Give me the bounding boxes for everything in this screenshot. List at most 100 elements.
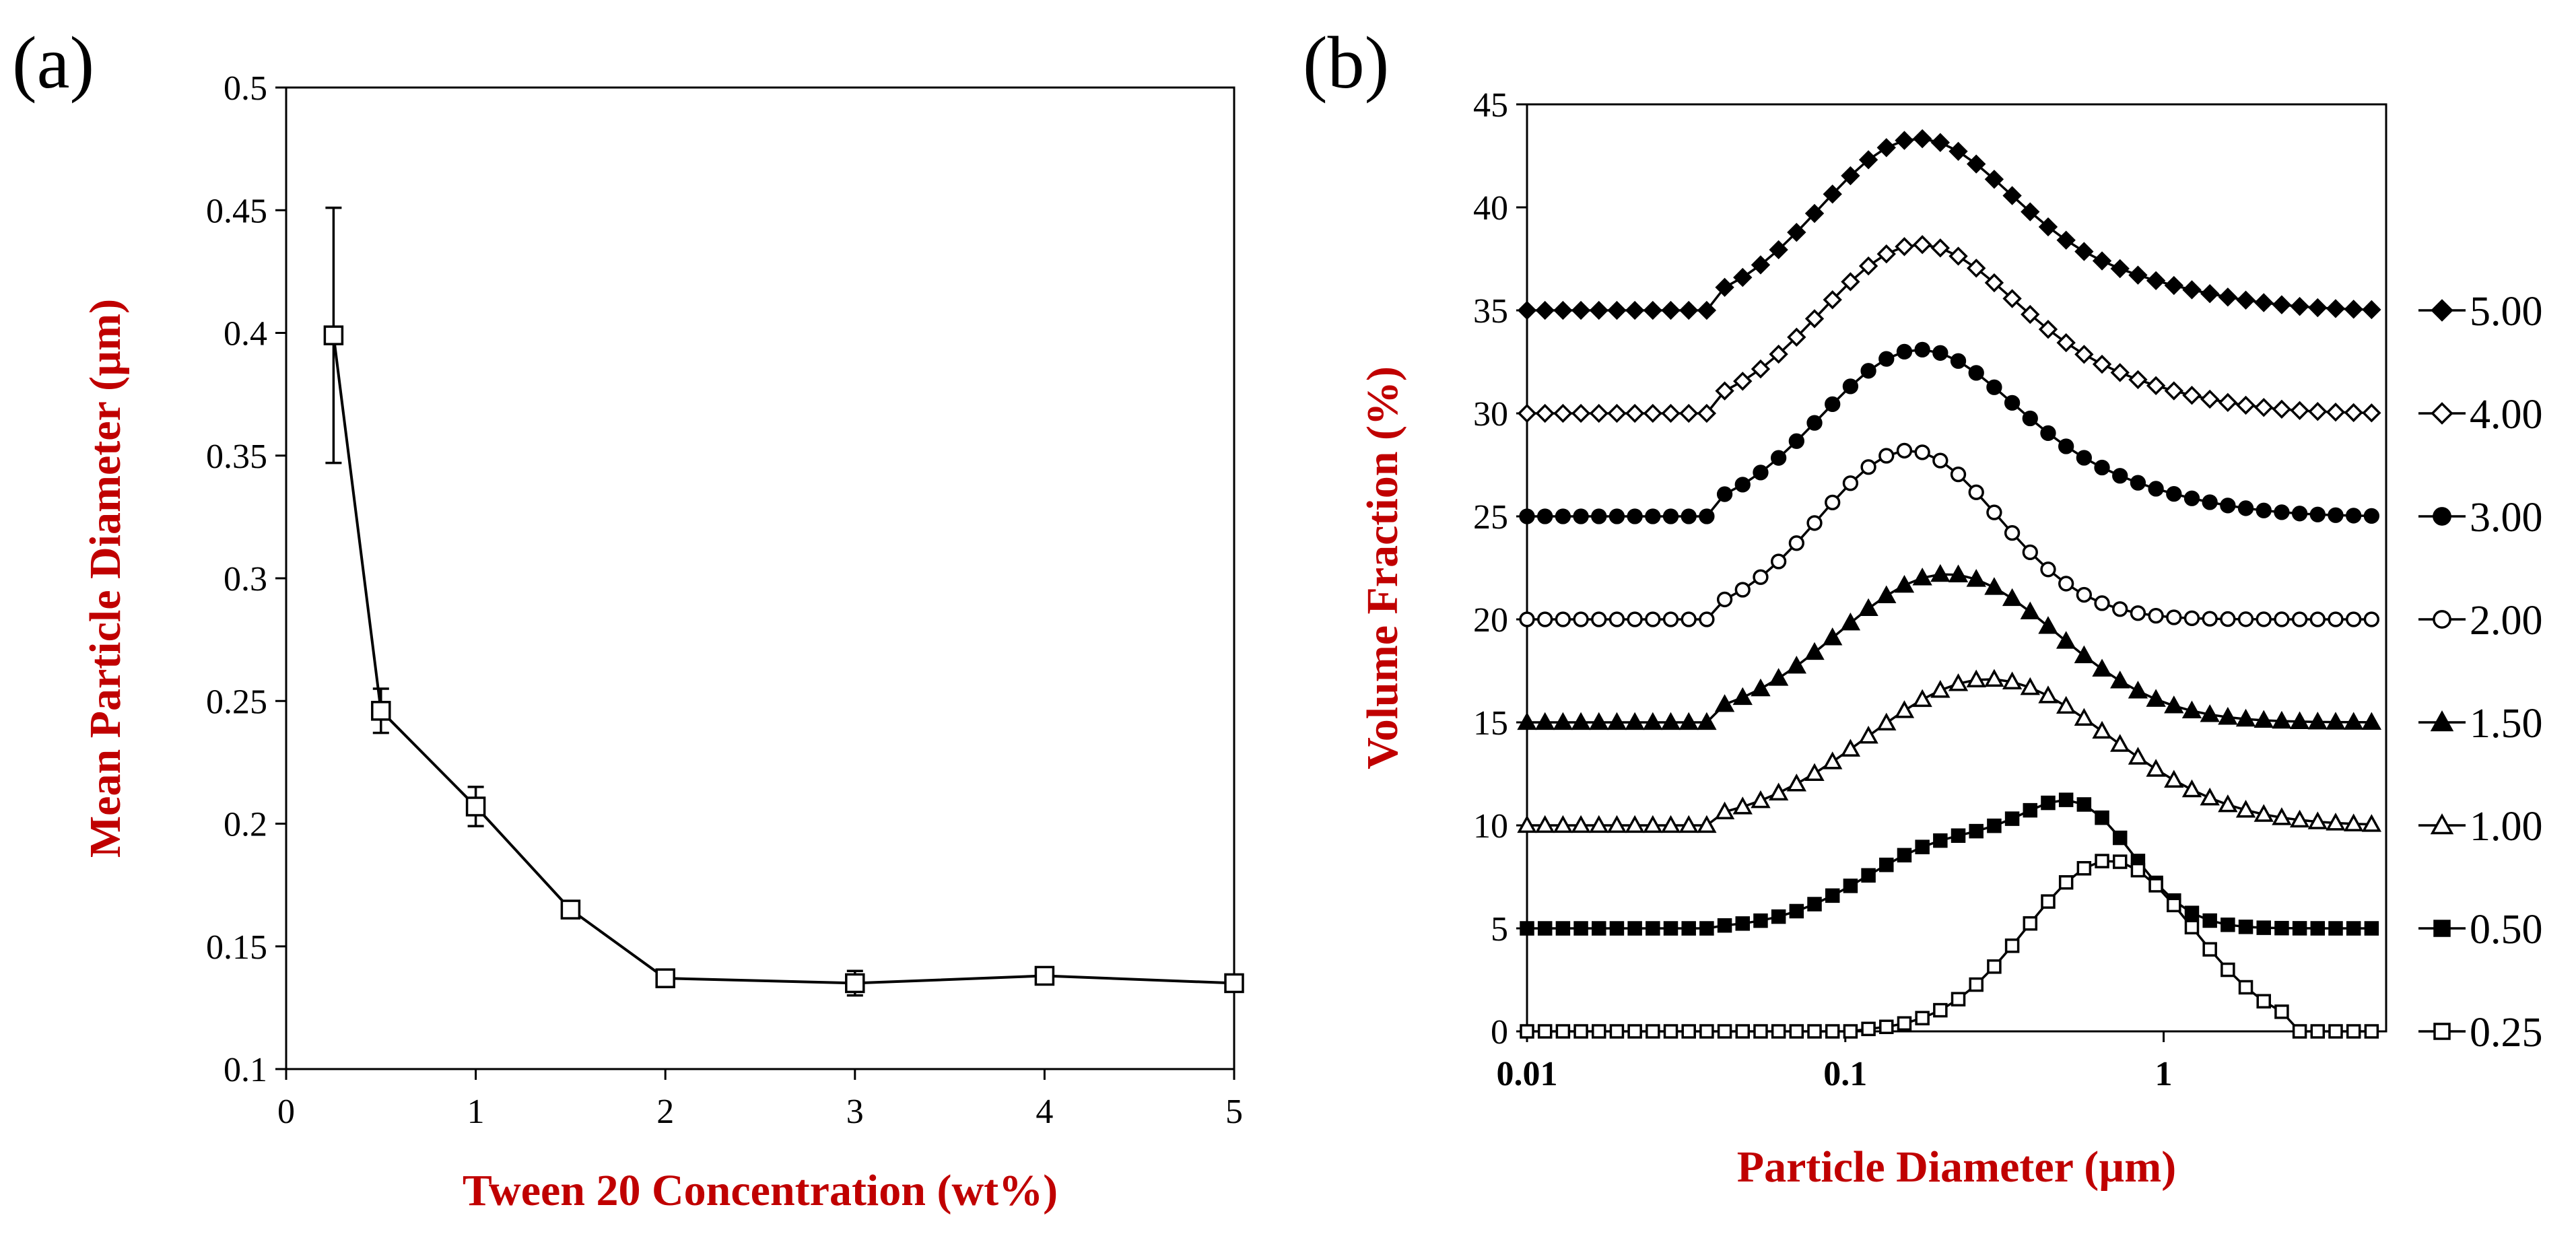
data-point xyxy=(1662,611,1679,627)
data-point xyxy=(2238,919,2253,934)
data-point xyxy=(371,701,391,721)
data-point xyxy=(2238,980,2253,995)
series-0-25 xyxy=(1520,854,2379,1039)
data-point xyxy=(1553,815,1573,833)
data-point xyxy=(1589,403,1608,423)
data-point xyxy=(1769,344,1788,364)
data-point xyxy=(1894,574,1915,593)
data-point xyxy=(1714,694,1735,712)
data-point xyxy=(2256,502,2272,518)
data-point xyxy=(2074,645,2095,664)
legend-item: 1.00 xyxy=(2418,804,2543,850)
data-point xyxy=(2326,813,2346,831)
data-point xyxy=(1825,396,1841,413)
data-point xyxy=(2183,490,2200,506)
data-point xyxy=(2041,795,2056,811)
data-point xyxy=(1751,790,1771,809)
data-point xyxy=(1948,246,1968,266)
data-point xyxy=(2326,712,2346,730)
data-point xyxy=(1679,403,1699,423)
data-point xyxy=(1768,782,1789,800)
data-point xyxy=(1751,359,1771,379)
data-point xyxy=(2058,576,2074,592)
data-point xyxy=(1733,372,1753,391)
y-tick-label: 0.5 xyxy=(224,69,267,108)
data-point xyxy=(2326,403,2346,422)
data-point xyxy=(1555,508,1571,524)
data-point xyxy=(1537,508,1553,524)
data-point xyxy=(2074,345,2094,364)
data-point xyxy=(2020,601,2040,619)
data-point xyxy=(1771,1024,1786,1039)
data-point xyxy=(1734,477,1751,493)
data-point xyxy=(1987,959,2002,974)
data-point xyxy=(2272,807,2292,825)
data-point xyxy=(2076,797,2092,812)
data-point xyxy=(2346,1024,2361,1039)
data-point xyxy=(2200,284,2220,304)
data-point xyxy=(2130,605,2146,621)
data-point xyxy=(2200,704,2220,722)
data-point xyxy=(1699,611,1715,627)
data-point xyxy=(1661,300,1681,320)
data-point xyxy=(1951,992,1966,1006)
data-point xyxy=(1804,309,1825,329)
data-point xyxy=(1948,141,1968,161)
data-point xyxy=(1697,815,1717,833)
data-point xyxy=(2235,708,2256,727)
x-tick-label: 0 xyxy=(277,1093,295,1131)
data-point xyxy=(2094,595,2110,611)
data-point xyxy=(2164,275,2183,296)
data-point xyxy=(2167,897,2181,913)
data-point xyxy=(2056,333,2076,353)
data-point xyxy=(1589,712,1609,730)
series-line xyxy=(1527,243,2372,415)
data-point xyxy=(1627,508,1643,524)
data-point xyxy=(2220,498,2236,514)
data-point xyxy=(1606,815,1627,833)
y-tick-label: 35 xyxy=(1473,292,1508,331)
data-point xyxy=(2023,916,2038,931)
data-point xyxy=(1860,459,1876,475)
data-point xyxy=(2041,894,2056,909)
data-point xyxy=(1825,888,1840,903)
data-point xyxy=(1986,504,2002,520)
data-point xyxy=(2274,1004,2289,1019)
data-point xyxy=(2040,425,2056,441)
data-point xyxy=(2362,403,2381,423)
data-point xyxy=(2038,217,2058,237)
data-point xyxy=(2218,287,2238,307)
legend-label: 4.00 xyxy=(2470,392,2543,438)
data-point xyxy=(2020,677,2040,695)
data-point xyxy=(1573,508,1589,524)
data-point xyxy=(1968,484,1984,500)
data-point xyxy=(1735,1024,1751,1039)
data-point xyxy=(1840,739,1861,757)
legend-item: 2.00 xyxy=(2418,598,2543,644)
data-point xyxy=(1681,611,1697,627)
data-point xyxy=(1841,166,1860,186)
data-point xyxy=(1716,486,1733,502)
data-point xyxy=(2344,813,2364,831)
data-point xyxy=(1553,300,1573,320)
data-point xyxy=(2092,720,2112,739)
data-point xyxy=(1645,508,1661,524)
data-point xyxy=(1645,611,1661,627)
data-point xyxy=(1897,848,1912,863)
series-line xyxy=(332,335,1235,985)
data-point xyxy=(1663,1024,1679,1039)
data-point xyxy=(1894,700,1915,718)
data-point xyxy=(1571,300,1591,320)
data-point xyxy=(2361,712,2382,730)
data-point xyxy=(1753,1024,1768,1039)
data-point xyxy=(1571,815,1591,833)
data-point xyxy=(2164,381,2183,401)
data-point xyxy=(1787,222,1806,242)
legend-marker xyxy=(2430,710,2454,732)
data-point xyxy=(1912,689,1932,708)
data-point xyxy=(2253,710,2274,728)
data-point xyxy=(1699,1024,1714,1039)
data-point xyxy=(1643,815,1663,833)
data-point xyxy=(2056,695,2076,714)
y-tick-label: 30 xyxy=(1473,395,1508,434)
